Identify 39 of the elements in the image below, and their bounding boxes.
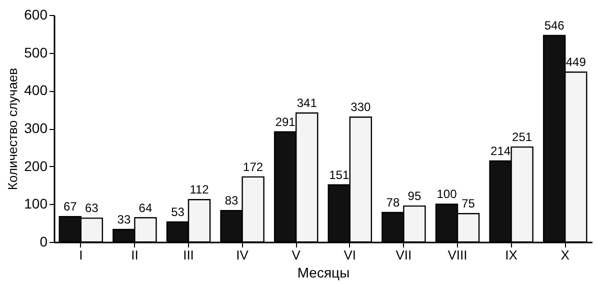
y-tick-label: 100 <box>24 196 48 212</box>
y-tick-label: 200 <box>24 158 48 174</box>
data-label: 67 <box>63 200 78 214</box>
data-label: 100 <box>436 187 458 202</box>
x-axis-title: Месяцы <box>297 264 350 280</box>
y-axis-title: Количество случаев <box>5 68 20 190</box>
data-label: 33 <box>117 212 131 227</box>
x-tick-label: VII <box>396 248 412 262</box>
y-tick-label: 600 <box>24 6 48 22</box>
y-tick-label: 300 <box>24 120 48 136</box>
data-label: 291 <box>275 114 296 129</box>
data-label: 172 <box>243 160 264 174</box>
data-label: 63 <box>84 201 99 216</box>
data-label: 341 <box>296 96 318 110</box>
x-tick-label: II <box>131 248 138 262</box>
data-label: 330 <box>350 100 371 114</box>
x-tick-label: V <box>292 248 301 262</box>
x-tick-label: I <box>79 248 83 262</box>
x-tick-label: VI <box>344 248 356 262</box>
x-tick-label: IV <box>236 248 249 262</box>
data-label: 214 <box>490 144 511 158</box>
y-tick-label: 400 <box>24 82 48 98</box>
data-label: 112 <box>190 182 210 197</box>
data-label: 64 <box>138 200 152 215</box>
data-label: 75 <box>462 196 476 211</box>
x-tick-label: X <box>560 248 570 262</box>
data-label: 251 <box>512 130 532 144</box>
data-label: 53 <box>171 204 185 219</box>
y-tick-label: 500 <box>24 44 48 60</box>
x-tick-label: III <box>183 248 194 262</box>
x-tick-label: IX <box>505 248 518 262</box>
y-tick-label: 0 <box>40 234 48 250</box>
data-label: 83 <box>224 194 239 208</box>
data-label: 151 <box>329 168 350 182</box>
data-label: 546 <box>544 18 565 32</box>
data-label: 78 <box>386 195 400 210</box>
data-label: 449 <box>566 55 586 70</box>
x-tick-label: VIII <box>448 248 468 262</box>
data-label: 95 <box>408 189 422 204</box>
